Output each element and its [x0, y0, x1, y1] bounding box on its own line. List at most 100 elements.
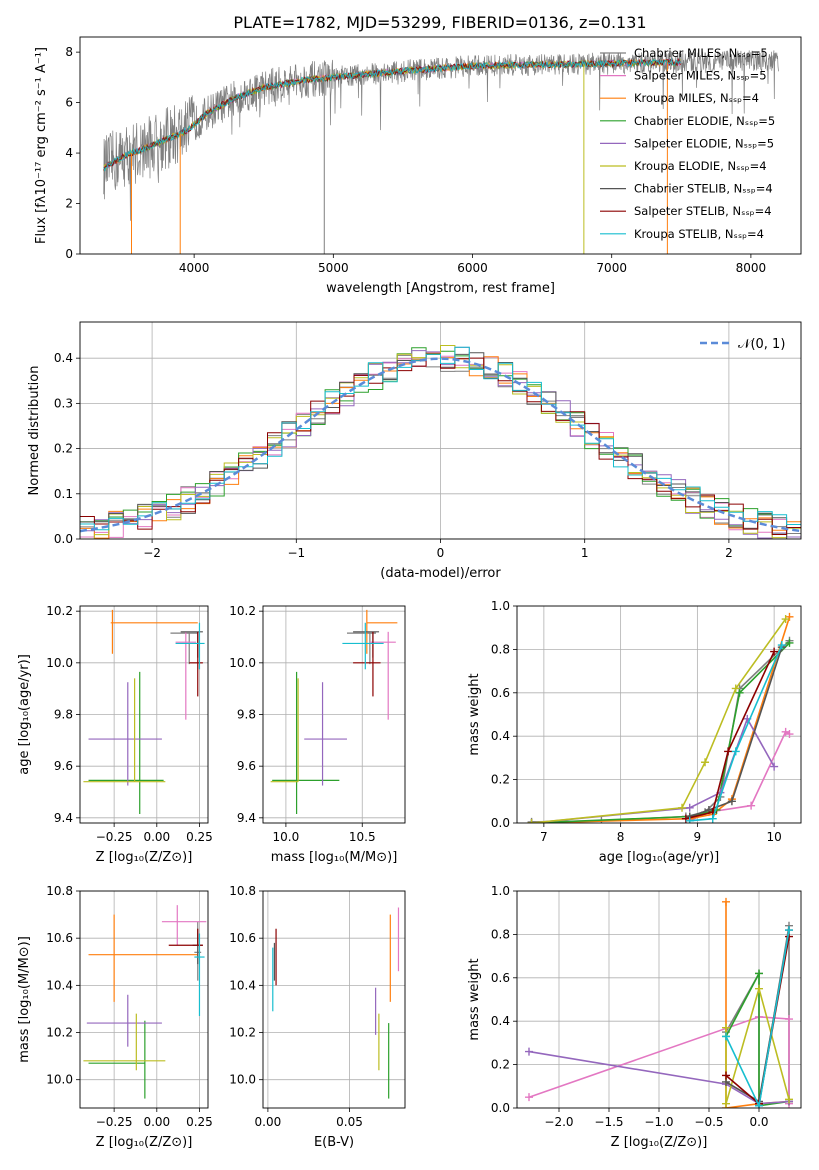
residuals-ytick-label: 0.1: [54, 487, 73, 501]
residuals-ytick-label: 0.2: [54, 442, 73, 456]
mass_vs_ebv-xtick-label: 0.05: [336, 1115, 363, 1129]
residuals-ytick-label: 0.0: [54, 532, 73, 546]
weight_vs_Z-xtick-label: 0.0: [749, 1115, 768, 1129]
weight_vs_Z-series-1: [725, 925, 790, 1106]
weight_vs_Z-series-2-marker: [525, 1093, 533, 1102]
residuals-xtick-label: 1: [581, 546, 589, 560]
mass_vs_Z-ytick-label: 10.4: [46, 978, 73, 992]
weight_vs_age-series-8: [685, 651, 775, 820]
age_vs_mass-ytick-label: 9.6: [237, 759, 256, 773]
gaussian-curve: [80, 357, 801, 533]
mass_vs_ebv-ytick-label: 10.8: [229, 884, 256, 898]
mass_vs_ebv-ytick-label: 10.6: [229, 931, 256, 945]
age_vs_mass-ytick-label: 9.4: [237, 811, 256, 825]
mass_vs_ebv-ytick-label: 10.0: [229, 1073, 256, 1087]
spectrum-frame: [79, 36, 802, 255]
weight_vs_age-series-8-marker: [770, 647, 779, 656]
legend-label: Kroupa ELODIE, Nₛₛₚ=4: [634, 159, 767, 173]
residual-histogram-9: [80, 346, 801, 531]
weight_vs_Z-series-9-marker: [722, 1032, 730, 1041]
age_vs_Z-frame: [79, 605, 209, 824]
weight_vs_Z-series-5: [528, 1050, 790, 1105]
weight_vs_age-series-2-marker: [785, 730, 794, 739]
weight_vs_Z-ytick-label: 0.2: [491, 1058, 510, 1072]
mass_vs_Z-ytick-label: 10.0: [46, 1073, 73, 1087]
spectrum-ytick-label: 6: [65, 96, 73, 110]
weight_vs_Z-ylabel: mass weight: [467, 958, 482, 1040]
weight_vs_Z-xtick-label: −0.5: [694, 1115, 723, 1129]
spectrum-xtick-label: 5000: [318, 261, 349, 275]
weight_vs_age-series-3: [531, 616, 791, 823]
spectrum-xtick-label: 6000: [457, 261, 488, 275]
legend-label-gaussian: 𝒩(0, 1): [738, 337, 785, 352]
weight_vs_age-ytick-label: 0.6: [491, 686, 510, 700]
weight_vs_Z-series-6-marker: [722, 1099, 730, 1108]
mass_vs_ebv-ytick-label: 10.2: [229, 1026, 256, 1040]
weight_vs_age-ytick-label: 0.0: [491, 816, 510, 830]
weight_vs_age-series-9-marker: [777, 641, 786, 650]
weight_vs_age-series-2-marker: [747, 801, 756, 810]
residuals-ylabel: Normed distribution: [27, 366, 42, 496]
legend-label: Salpeter STELIB, Nₛₛₚ=4: [634, 204, 772, 218]
weight_vs_Z-xtick-label: −1.5: [594, 1115, 623, 1129]
weight_vs_Z-series-6: [725, 985, 790, 1104]
weight_vs_age-area: [517, 606, 801, 823]
spectrum-ytick-label: 8: [65, 45, 73, 59]
residuals-xtick-label: 2: [725, 546, 733, 560]
age_vs_mass-ytick-label: 10.2: [229, 604, 256, 618]
weight_vs_age-xtick-label: 7: [540, 830, 548, 844]
weight_vs_age-xlabel: age [log₁₀(age/yr)]: [599, 850, 720, 865]
weight_vs_age-series-6-marker: [527, 819, 536, 823]
legend-label: Salpeter ELODIE, Nₛₛₚ=5: [634, 136, 774, 150]
weight_vs_age-series-9-marker: [685, 816, 694, 823]
age_vs_mass-ytick-label: 9.8: [237, 708, 256, 722]
weight_vs_Z-xlabel: Z [log₁₀(Z/Z⊙)]: [611, 1135, 708, 1150]
spectrum-xlabel: wavelength [Angstrom, rest frame]: [326, 281, 555, 296]
spectrum-xtick-label: 7000: [596, 261, 627, 275]
spectrum-area: [103, 50, 779, 254]
weight_vs_Z-series-2-marker: [785, 1015, 793, 1024]
age_vs_Z-xtick-label: −0.25: [96, 830, 133, 844]
weight_vs_Z-series-9-marker: [755, 1101, 763, 1108]
age_vs_mass-xtick-label: 10.0: [273, 830, 300, 844]
weight_vs_age-series-7-marker: [727, 797, 736, 806]
weight_vs_age-series-4-marker: [735, 688, 744, 697]
mass_vs_Z-ytick-label: 10.8: [46, 884, 73, 898]
age_vs_Z-ylabel: age [log₁₀(age/yr)]: [17, 654, 32, 775]
residuals-area: [80, 322, 801, 539]
age_vs_mass-ytick-label: 10.0: [229, 656, 256, 670]
mass_vs_Z-frame: [79, 890, 209, 1109]
residuals-ytick-label: 0.3: [54, 396, 73, 410]
weight_vs_Z-series-9-marker: [785, 926, 793, 935]
weight_vs_age-ytick-label: 0.8: [491, 642, 510, 656]
weight_vs_age-series-9-marker: [731, 747, 740, 756]
mass_vs_ebv-xtick-label: 0.00: [255, 1115, 282, 1129]
residuals-frame: [79, 321, 802, 540]
weight_vs_age-series-9: [689, 644, 783, 822]
mass_vs_Z-ytick-label: 10.6: [46, 931, 73, 945]
age_vs_Z-ytick-label: 9.4: [54, 811, 73, 825]
weight_vs_age-series-8-marker: [724, 747, 733, 756]
weight_vs_Z-series-6-marker: [785, 1095, 793, 1104]
weight_vs_Z-ytick-label: 0.6: [491, 971, 510, 985]
weight_vs_Z-series-6-marker: [722, 1023, 730, 1032]
weight_vs_age-series-6-marker: [781, 615, 790, 624]
weight_vs_Z-series-8-marker: [722, 1071, 730, 1080]
weight_vs_age-ytick-label: 1.0: [491, 599, 510, 613]
mass_vs_Z-ylabel: mass [log₁₀(M/M⊙)]: [17, 936, 32, 1063]
spectrum-model-line-9: [103, 57, 681, 172]
weight_vs_age-series-5-marker: [770, 762, 779, 771]
age_vs_Z-xlabel: Z [log₁₀(Z/Z⊙)]: [96, 850, 193, 865]
weight_vs_age-series-6-marker: [701, 758, 710, 767]
weight_vs_Z-area: [517, 891, 801, 1108]
mass_vs_Z-xtick-label: 0.00: [143, 1115, 170, 1129]
weight_vs_Z-series-3-marker: [722, 897, 730, 906]
mass_vs_ebv-xlabel: E(B-V): [314, 1135, 354, 1150]
weight_vs_Z-ytick-label: 0.0: [491, 1101, 510, 1115]
weight_vs_age-xtick-label: 8: [617, 830, 625, 844]
weight_vs_Z-series-5-marker: [525, 1047, 533, 1056]
weight_vs_age-series-4-marker: [785, 638, 794, 647]
weight_vs_Z-series-4: [725, 973, 790, 1107]
weight_vs_age-series-6-marker: [678, 803, 687, 812]
age_vs_Z-ytick-label: 9.6: [54, 759, 73, 773]
